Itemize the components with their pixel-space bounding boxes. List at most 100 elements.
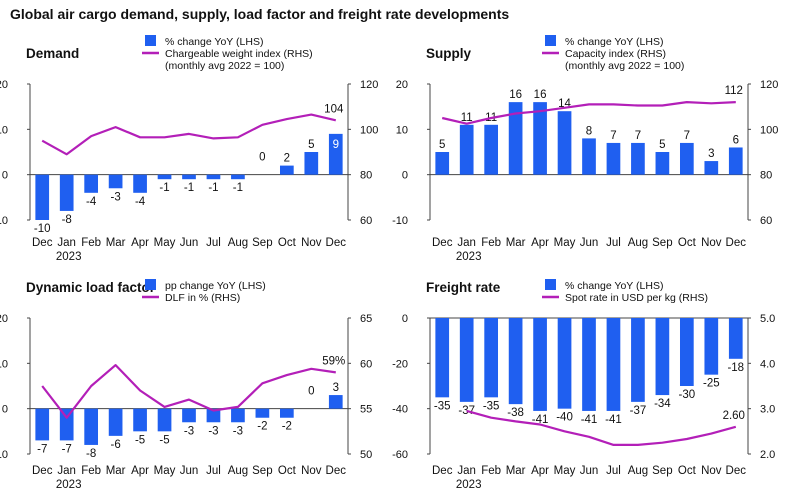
bar-value-label: -2: [257, 421, 267, 433]
x-tick-label: Jun: [580, 465, 599, 477]
x-year-label: 2023: [56, 251, 82, 263]
x-tick-label: May: [154, 465, 176, 477]
dynamic-load-factor-chart: Dynamic load factor pp change YoY (LHS)DL…: [0, 279, 372, 491]
bar-value-label: -1: [184, 182, 194, 194]
bar: [108, 174, 123, 189]
x-tick-label: Aug: [228, 237, 248, 249]
line-series: [441, 101, 736, 125]
bar-value-label: -8: [62, 214, 72, 226]
legend-label: (monthly avg 2022 = 100): [165, 60, 284, 72]
bar-value-label: -25: [703, 378, 720, 390]
bar-value-label: 2: [284, 153, 290, 165]
chart-title: Dynamic load factor: [26, 280, 156, 295]
bar: [304, 152, 319, 175]
x-tick-label: Dec: [32, 465, 53, 477]
bar-value-label: 5: [308, 139, 314, 151]
bar: [435, 318, 450, 398]
bar: [557, 318, 572, 409]
bar: [655, 152, 670, 175]
legend-label: pp change YoY (LHS): [165, 280, 266, 292]
x-tick-label: Oct: [678, 465, 697, 477]
bar-value-label: -7: [37, 443, 47, 455]
x-tick-label: Jul: [206, 237, 221, 249]
bar-value-label: 8: [586, 125, 592, 137]
y-right-tick-label: 120: [760, 79, 778, 91]
x-tick-label: Mar: [106, 465, 126, 477]
x-tick-label: Apr: [131, 465, 149, 477]
bar-value-label: 0: [259, 152, 265, 164]
line-end-label: 2.60: [723, 410, 745, 422]
bar: [631, 142, 645, 175]
legend-label: DLF in % (RHS): [165, 292, 240, 304]
x-tick-label: Dec: [726, 237, 747, 249]
bar-value-label: 0: [308, 386, 314, 398]
x-tick-label: Oct: [278, 465, 297, 477]
y-right-tick-label: 60: [760, 215, 772, 227]
x-tick-label: Nov: [301, 237, 322, 249]
line-series: [466, 409, 737, 446]
x-tick-label: Jan: [57, 237, 76, 249]
legend-bar-swatch: [545, 35, 556, 46]
x-tick-label: Jun: [580, 237, 599, 249]
x-tick-label: Sep: [652, 465, 672, 477]
bar-value-label: 16: [534, 89, 547, 101]
bar: [728, 147, 743, 175]
x-tick-label: Aug: [628, 465, 648, 477]
y-right-tick-label: 100: [360, 124, 378, 136]
y-right-tick-label: 80: [360, 170, 372, 182]
bar-value-label: -8: [86, 448, 96, 460]
x-tick-label: Jun: [180, 237, 199, 249]
bar: [533, 318, 547, 411]
bar: [655, 318, 670, 396]
x-tick-label: Nov: [701, 465, 722, 477]
bar: [59, 174, 74, 211]
bar: [606, 142, 621, 175]
x-tick-label: Nov: [701, 237, 722, 249]
bar-value-label: -35: [434, 400, 451, 412]
bar: [679, 318, 694, 386]
x-tick-label: Feb: [81, 465, 101, 477]
bar-value-label: 16: [509, 89, 522, 101]
y-right-tick-label: 5.0: [760, 313, 775, 325]
bar: [157, 408, 172, 432]
x-tick-label: Dec: [32, 237, 53, 249]
bar: [679, 142, 694, 175]
y-left-tick-label: 0: [402, 313, 408, 325]
line-series: [41, 113, 337, 156]
bar: [206, 174, 221, 180]
x-tick-label: Jul: [606, 465, 621, 477]
bar-value-label: -3: [233, 425, 243, 437]
bar: [35, 174, 50, 220]
y-right-tick-label: 2.0: [760, 449, 775, 461]
bar: [484, 318, 499, 398]
bar: [133, 174, 147, 193]
y-right-tick-label: 55: [360, 404, 372, 416]
x-tick-label: Jul: [206, 465, 221, 477]
legend-label: (monthly avg 2022 = 100): [565, 60, 684, 72]
x-tick-label: Feb: [81, 237, 101, 249]
bar: [206, 408, 221, 423]
y-left-tick-label: 0: [402, 170, 408, 182]
x-tick-label: Dec: [326, 237, 347, 249]
bar-value-label: -4: [86, 196, 97, 208]
y-right-tick-label: 4.0: [760, 358, 775, 370]
bar: [484, 124, 499, 175]
y-left-tick-label: 20: [0, 79, 8, 91]
bar: [35, 408, 50, 441]
bar: [231, 174, 245, 180]
bar: [182, 174, 196, 180]
y-left-tick-label: -10: [392, 215, 408, 227]
bar: [279, 408, 294, 418]
chart-title: Freight rate: [426, 280, 501, 295]
legend-bar-swatch: [145, 279, 156, 290]
x-tick-label: Jan: [457, 465, 476, 477]
x-tick-label: Dec: [326, 465, 347, 477]
bar-value-label: -40: [556, 412, 573, 424]
x-tick-label: Dec: [432, 237, 453, 249]
bar-value-label: -10: [34, 223, 51, 235]
y-left-tick-label: -10: [0, 449, 8, 461]
legend-label: Spot rate in USD per kg (RHS): [565, 292, 708, 304]
x-tick-label: Oct: [278, 237, 297, 249]
bar-value-label: -5: [159, 434, 169, 446]
chart-title: Supply: [426, 46, 471, 61]
